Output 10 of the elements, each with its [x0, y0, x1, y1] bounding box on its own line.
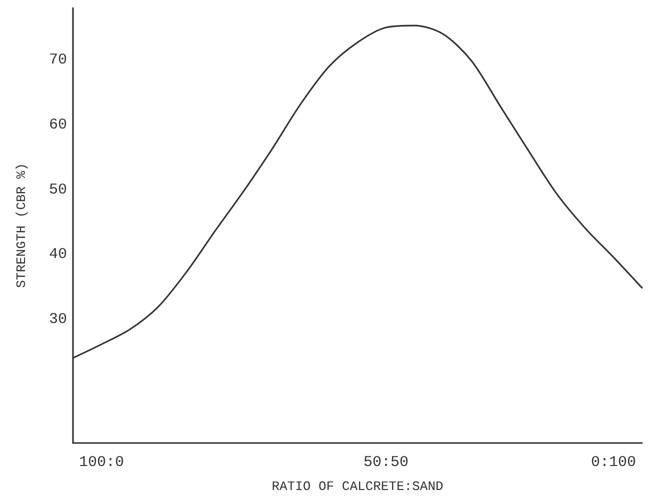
x-tick-label: 50:50	[363, 454, 408, 471]
y-tick-label: 40	[48, 246, 67, 264]
x-tick-label: 0:100	[591, 454, 636, 471]
x-axis-title: RATIO OF CALCRETE:SAND	[272, 479, 444, 494]
y-tick-label: 50	[48, 181, 67, 198]
x-tick-label: 100:0	[78, 454, 124, 471]
y-tick-label: 30	[48, 311, 67, 328]
y-axis-title: STRENGTH (CBR %)	[14, 163, 29, 288]
y-tick-label: 60	[48, 116, 67, 134]
y-tick-label: 70	[48, 51, 67, 68]
